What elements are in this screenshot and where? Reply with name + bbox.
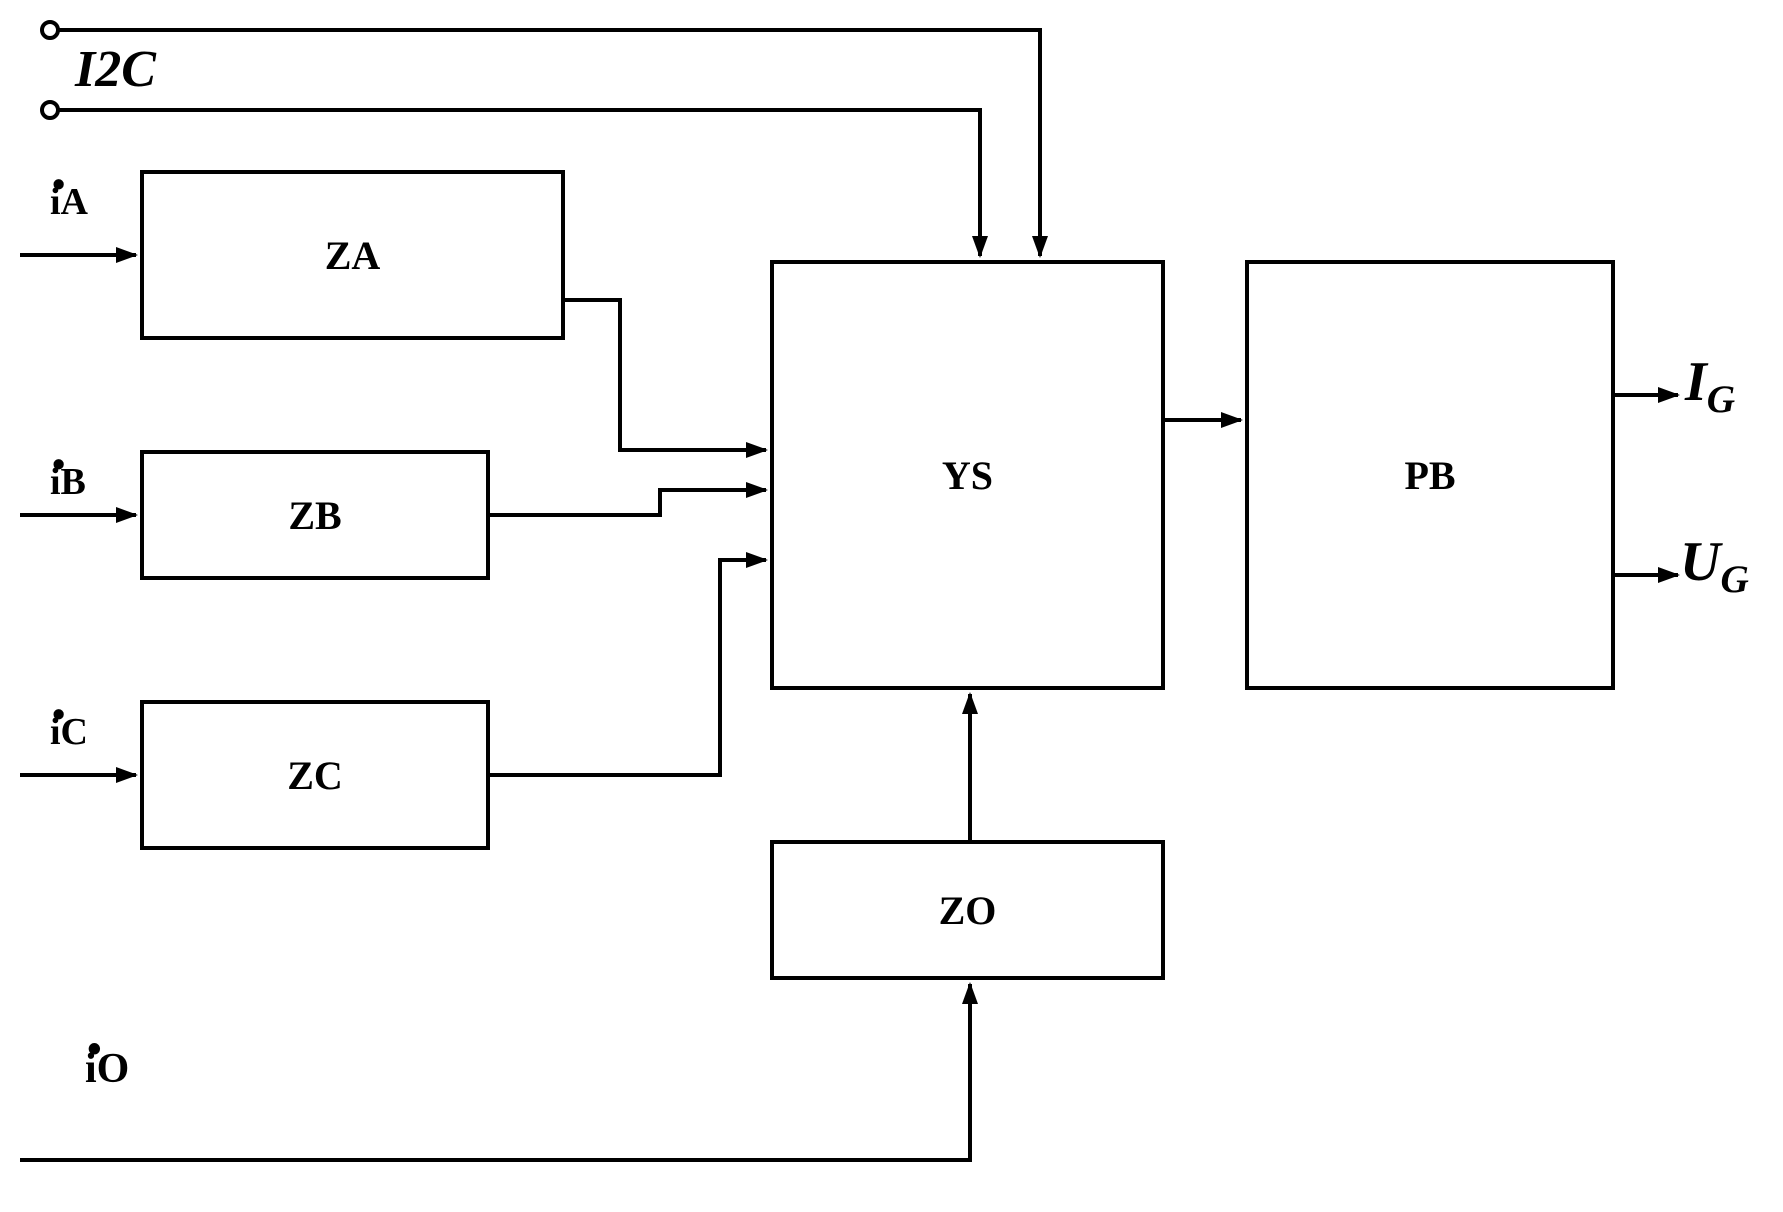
- block-label: ZB: [288, 492, 341, 539]
- input-label-i2c: I2C: [75, 40, 156, 99]
- block-zo: ZO: [770, 840, 1165, 980]
- block-diagram: ZA ZB ZC YS PB ZO I2C •iA •iB •iC •iO IG…: [0, 0, 1783, 1212]
- block-label: PB: [1404, 452, 1455, 499]
- block-pb: PB: [1245, 260, 1615, 690]
- input-label-ia: •iA: [50, 180, 88, 224]
- output-label-ig: IG: [1685, 350, 1735, 422]
- block-ys: YS: [770, 260, 1165, 690]
- input-label-io: •iO: [85, 1045, 129, 1093]
- block-za: ZA: [140, 170, 565, 340]
- output-label-ug: UG: [1680, 530, 1749, 602]
- block-zc: ZC: [140, 700, 490, 850]
- input-label-ib: •iB: [50, 460, 86, 504]
- block-label: YS: [942, 452, 993, 499]
- input-label-ic: •iC: [50, 710, 88, 754]
- block-zb: ZB: [140, 450, 490, 580]
- block-label: ZC: [287, 752, 343, 799]
- block-label: ZO: [939, 887, 997, 934]
- block-label: ZA: [325, 232, 381, 279]
